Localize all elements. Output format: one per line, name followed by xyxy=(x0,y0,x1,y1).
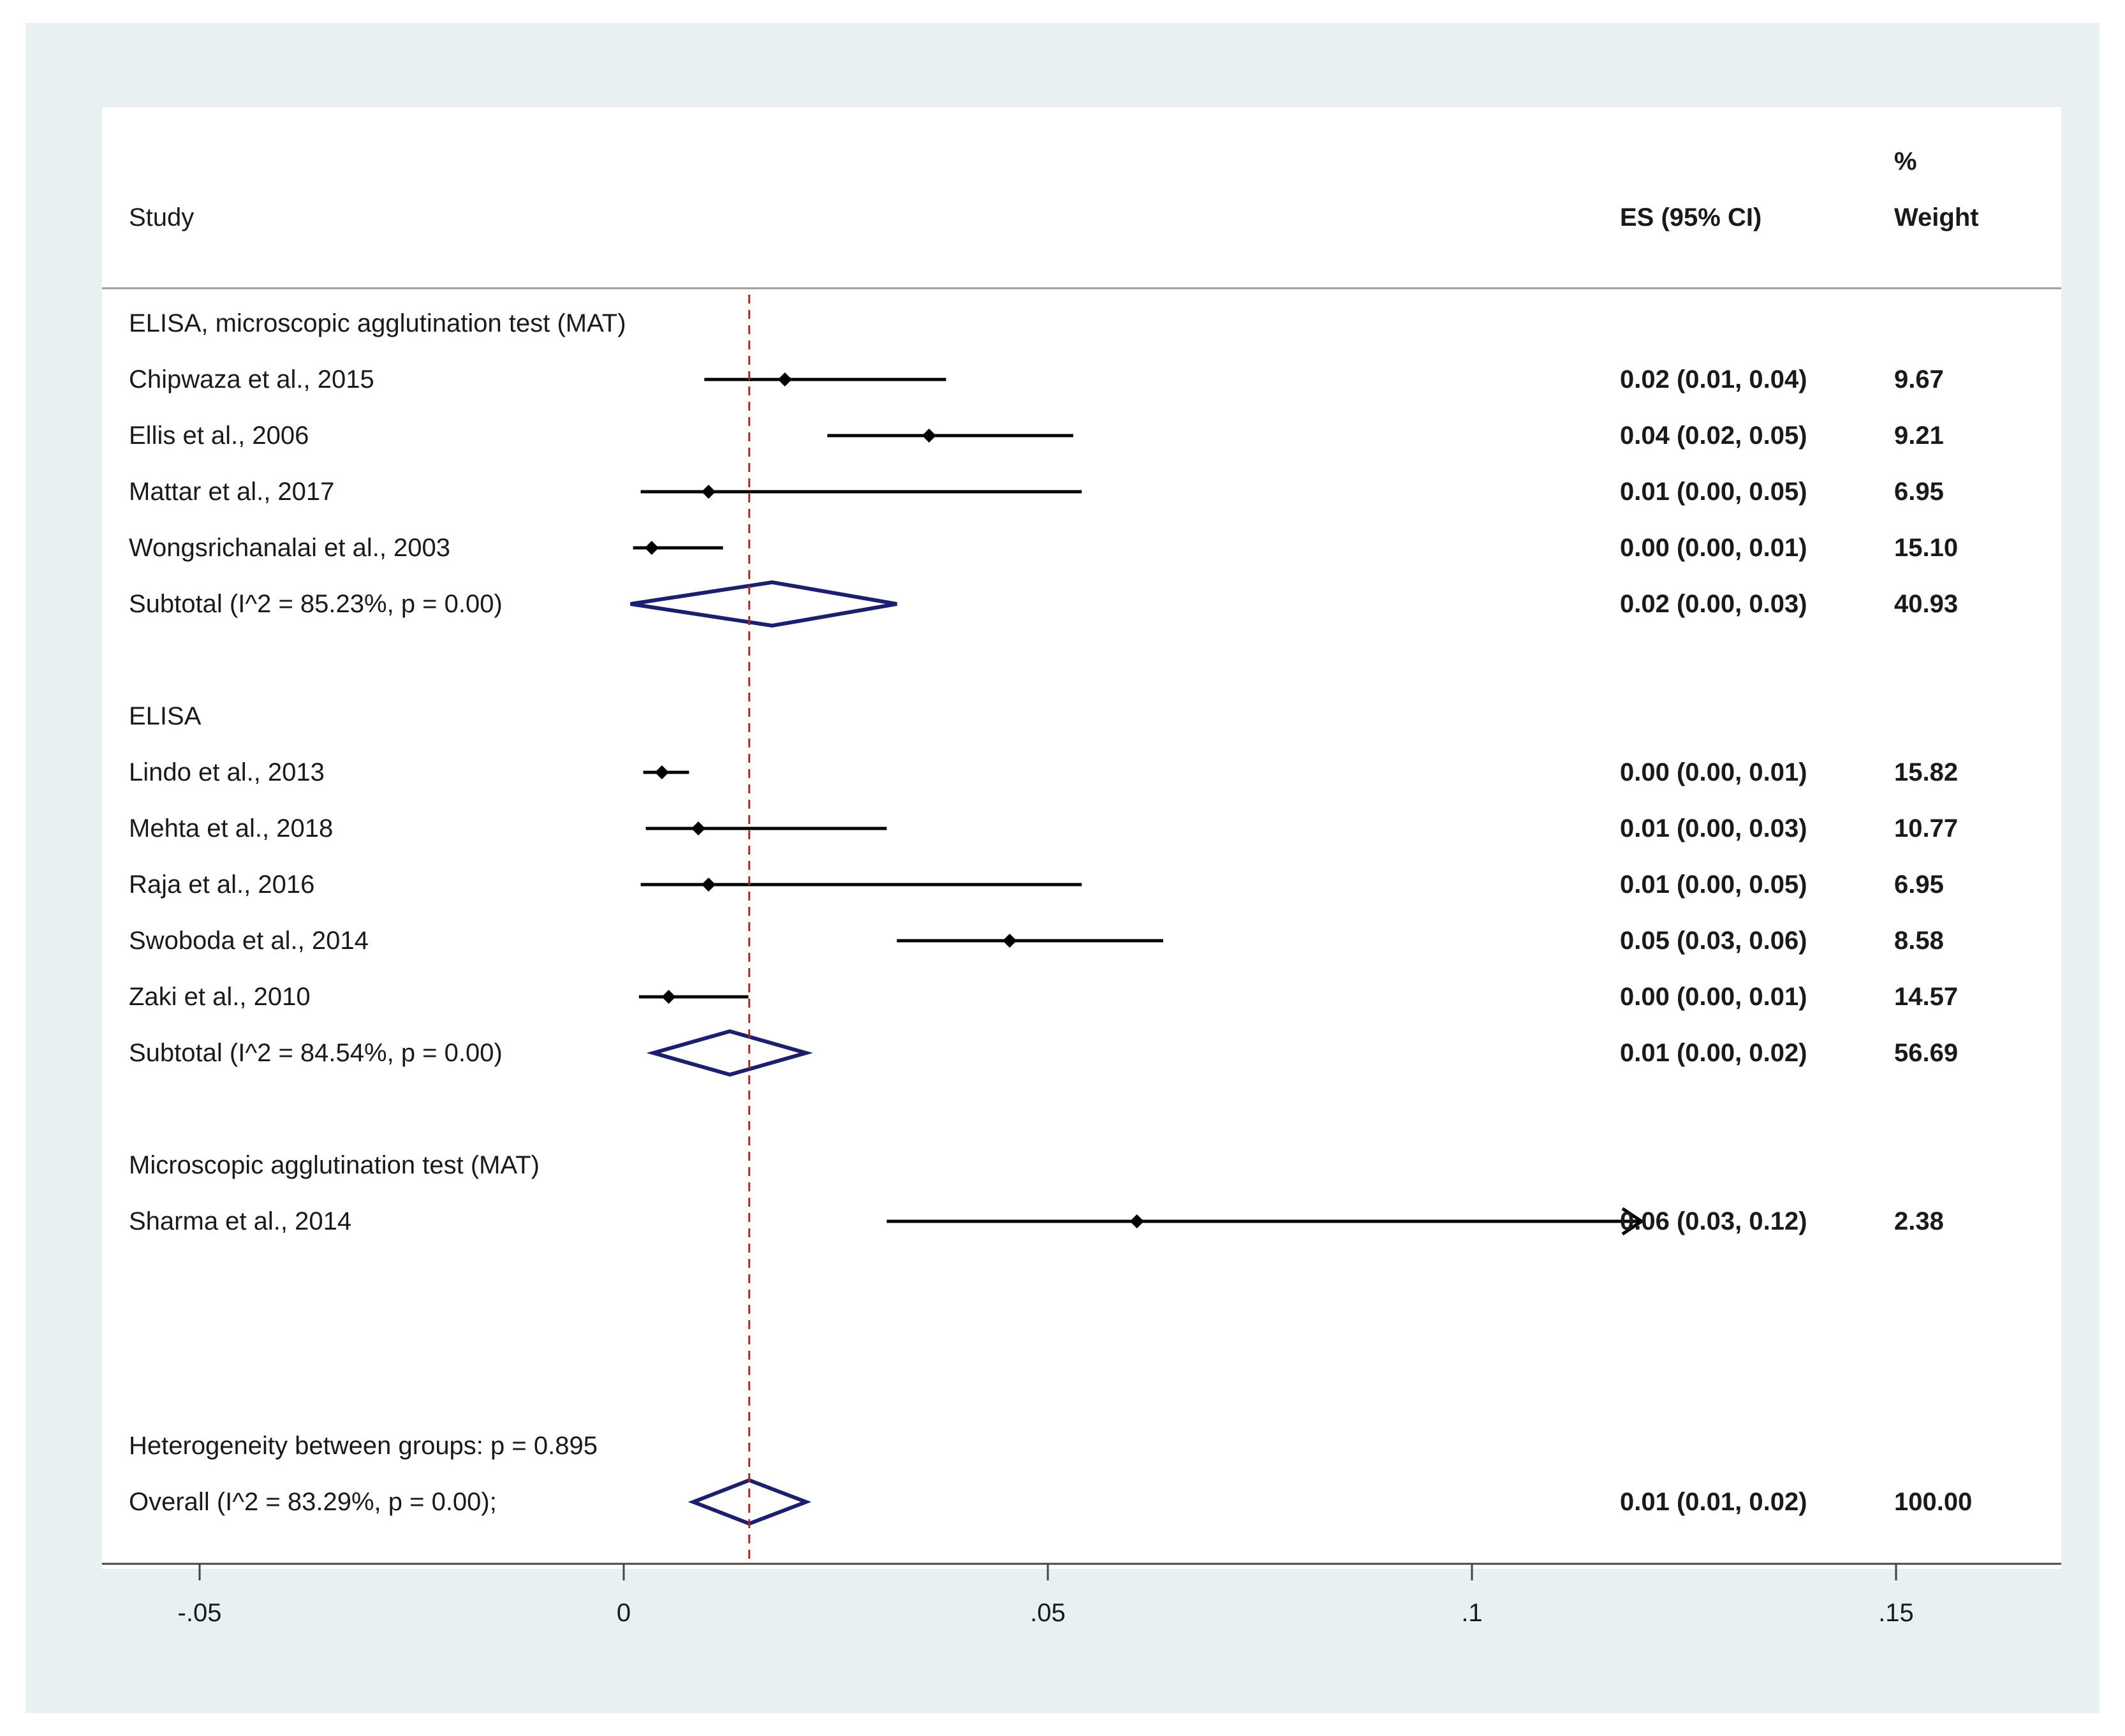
study-weight: 9.21 xyxy=(1894,422,1944,450)
study-name: Wongsrichanalai et al., 2003 xyxy=(129,534,450,562)
heterogeneity-note: Heterogeneity between groups: p = 0.895 xyxy=(129,1432,598,1460)
study-es: 0.05 (0.03, 0.06) xyxy=(1620,927,1807,955)
subtotal-label: Subtotal (I^2 = 85.23%, p = 0.00) xyxy=(129,590,503,618)
x-tick-label: 0 xyxy=(617,1599,631,1627)
overall-label: Overall (I^2 = 83.29%, p = 0.00); xyxy=(129,1488,497,1516)
point-estimate xyxy=(922,429,936,443)
study-name: Raja et al., 2016 xyxy=(129,871,314,899)
point-estimate xyxy=(1003,934,1017,948)
subtotal-diamond xyxy=(630,580,897,628)
study-weight: 6.95 xyxy=(1894,871,1944,899)
study-es: 0.00 (0.00, 0.01) xyxy=(1620,534,1807,562)
header-study: Study xyxy=(129,203,194,232)
group-label: ELISA xyxy=(129,702,202,730)
header-weight: Weight xyxy=(1894,203,1979,232)
x-tick-label: .1 xyxy=(1461,1599,1482,1627)
point-estimate xyxy=(702,485,716,499)
forest-rows: ELISA, microscopic agglutination test (M… xyxy=(129,295,1972,1560)
study-weight: 2.38 xyxy=(1894,1207,1944,1235)
study-name: Swoboda et al., 2014 xyxy=(129,927,369,955)
point-estimate xyxy=(654,765,669,779)
ci-arrow xyxy=(1621,1207,1645,1236)
x-tick-label: -.05 xyxy=(178,1599,222,1627)
overall-weight: 100.00 xyxy=(1894,1488,1972,1516)
study-weight: 15.10 xyxy=(1894,534,1958,562)
study-name: Mehta et al., 2018 xyxy=(129,814,333,842)
study-es: 0.00 (0.00, 0.01) xyxy=(1620,983,1807,1011)
plot-area xyxy=(102,107,2061,1569)
subtotal-es: 0.01 (0.00, 0.02) xyxy=(1620,1039,1807,1067)
point-estimate xyxy=(702,878,716,892)
point-estimate xyxy=(691,821,706,835)
x-axis: -.05 0 .05 .1 .15 xyxy=(102,1563,2061,1627)
header-weight-percent: % xyxy=(1894,147,1917,175)
study-weight: 14.57 xyxy=(1894,983,1958,1011)
subtotal-label: Subtotal (I^2 = 84.54%, p = 0.00) xyxy=(129,1039,503,1067)
study-name: Lindo et al., 2013 xyxy=(129,758,325,786)
x-tick-label: .05 xyxy=(1030,1599,1066,1627)
study-weight: 15.82 xyxy=(1894,758,1958,786)
point-estimate xyxy=(661,990,676,1004)
study-es: 0.01 (0.00, 0.05) xyxy=(1620,871,1807,899)
study-name: Ellis et al., 2006 xyxy=(129,422,309,450)
study-weight: 9.67 xyxy=(1894,365,1944,394)
point-estimate xyxy=(1129,1214,1144,1228)
study-es: 0.04 (0.02, 0.05) xyxy=(1620,422,1807,450)
study-es: 0.02 (0.01, 0.04) xyxy=(1620,365,1807,394)
subtotal-weight: 40.93 xyxy=(1894,590,1958,618)
study-weight: 10.77 xyxy=(1894,814,1958,842)
overall-diamond xyxy=(688,1478,812,1526)
study-es: 0.01 (0.00, 0.05) xyxy=(1620,478,1807,506)
study-es: 0.00 (0.00, 0.01) xyxy=(1620,758,1807,786)
group-label: ELISA, microscopic agglutination test (M… xyxy=(129,309,626,337)
study-name: Mattar et al., 2017 xyxy=(129,478,334,506)
study-name: Zaki et al., 2010 xyxy=(129,983,311,1011)
header-es: ES (95% CI) xyxy=(1620,203,1761,232)
group-label: Microscopic agglutination test (MAT) xyxy=(129,1151,540,1179)
study-weight: 8.58 xyxy=(1894,927,1944,955)
study-name: Chipwaza et al., 2015 xyxy=(129,365,374,394)
study-es: 0.01 (0.00, 0.03) xyxy=(1620,814,1807,842)
study-name: Sharma et al., 2014 xyxy=(129,1207,351,1235)
study-es: 0.06 (0.03, 0.12) xyxy=(1620,1207,1807,1235)
subtotal-weight: 56.69 xyxy=(1894,1039,1958,1067)
overall-es: 0.01 (0.01, 0.02) xyxy=(1620,1488,1807,1516)
subtotal-diamond xyxy=(646,1029,813,1077)
point-estimate xyxy=(644,541,659,555)
study-weight: 6.95 xyxy=(1894,478,1944,506)
point-estimate xyxy=(777,372,792,386)
x-tick-label: .15 xyxy=(1878,1599,1914,1627)
subtotal-es: 0.02 (0.00, 0.03) xyxy=(1620,590,1807,618)
